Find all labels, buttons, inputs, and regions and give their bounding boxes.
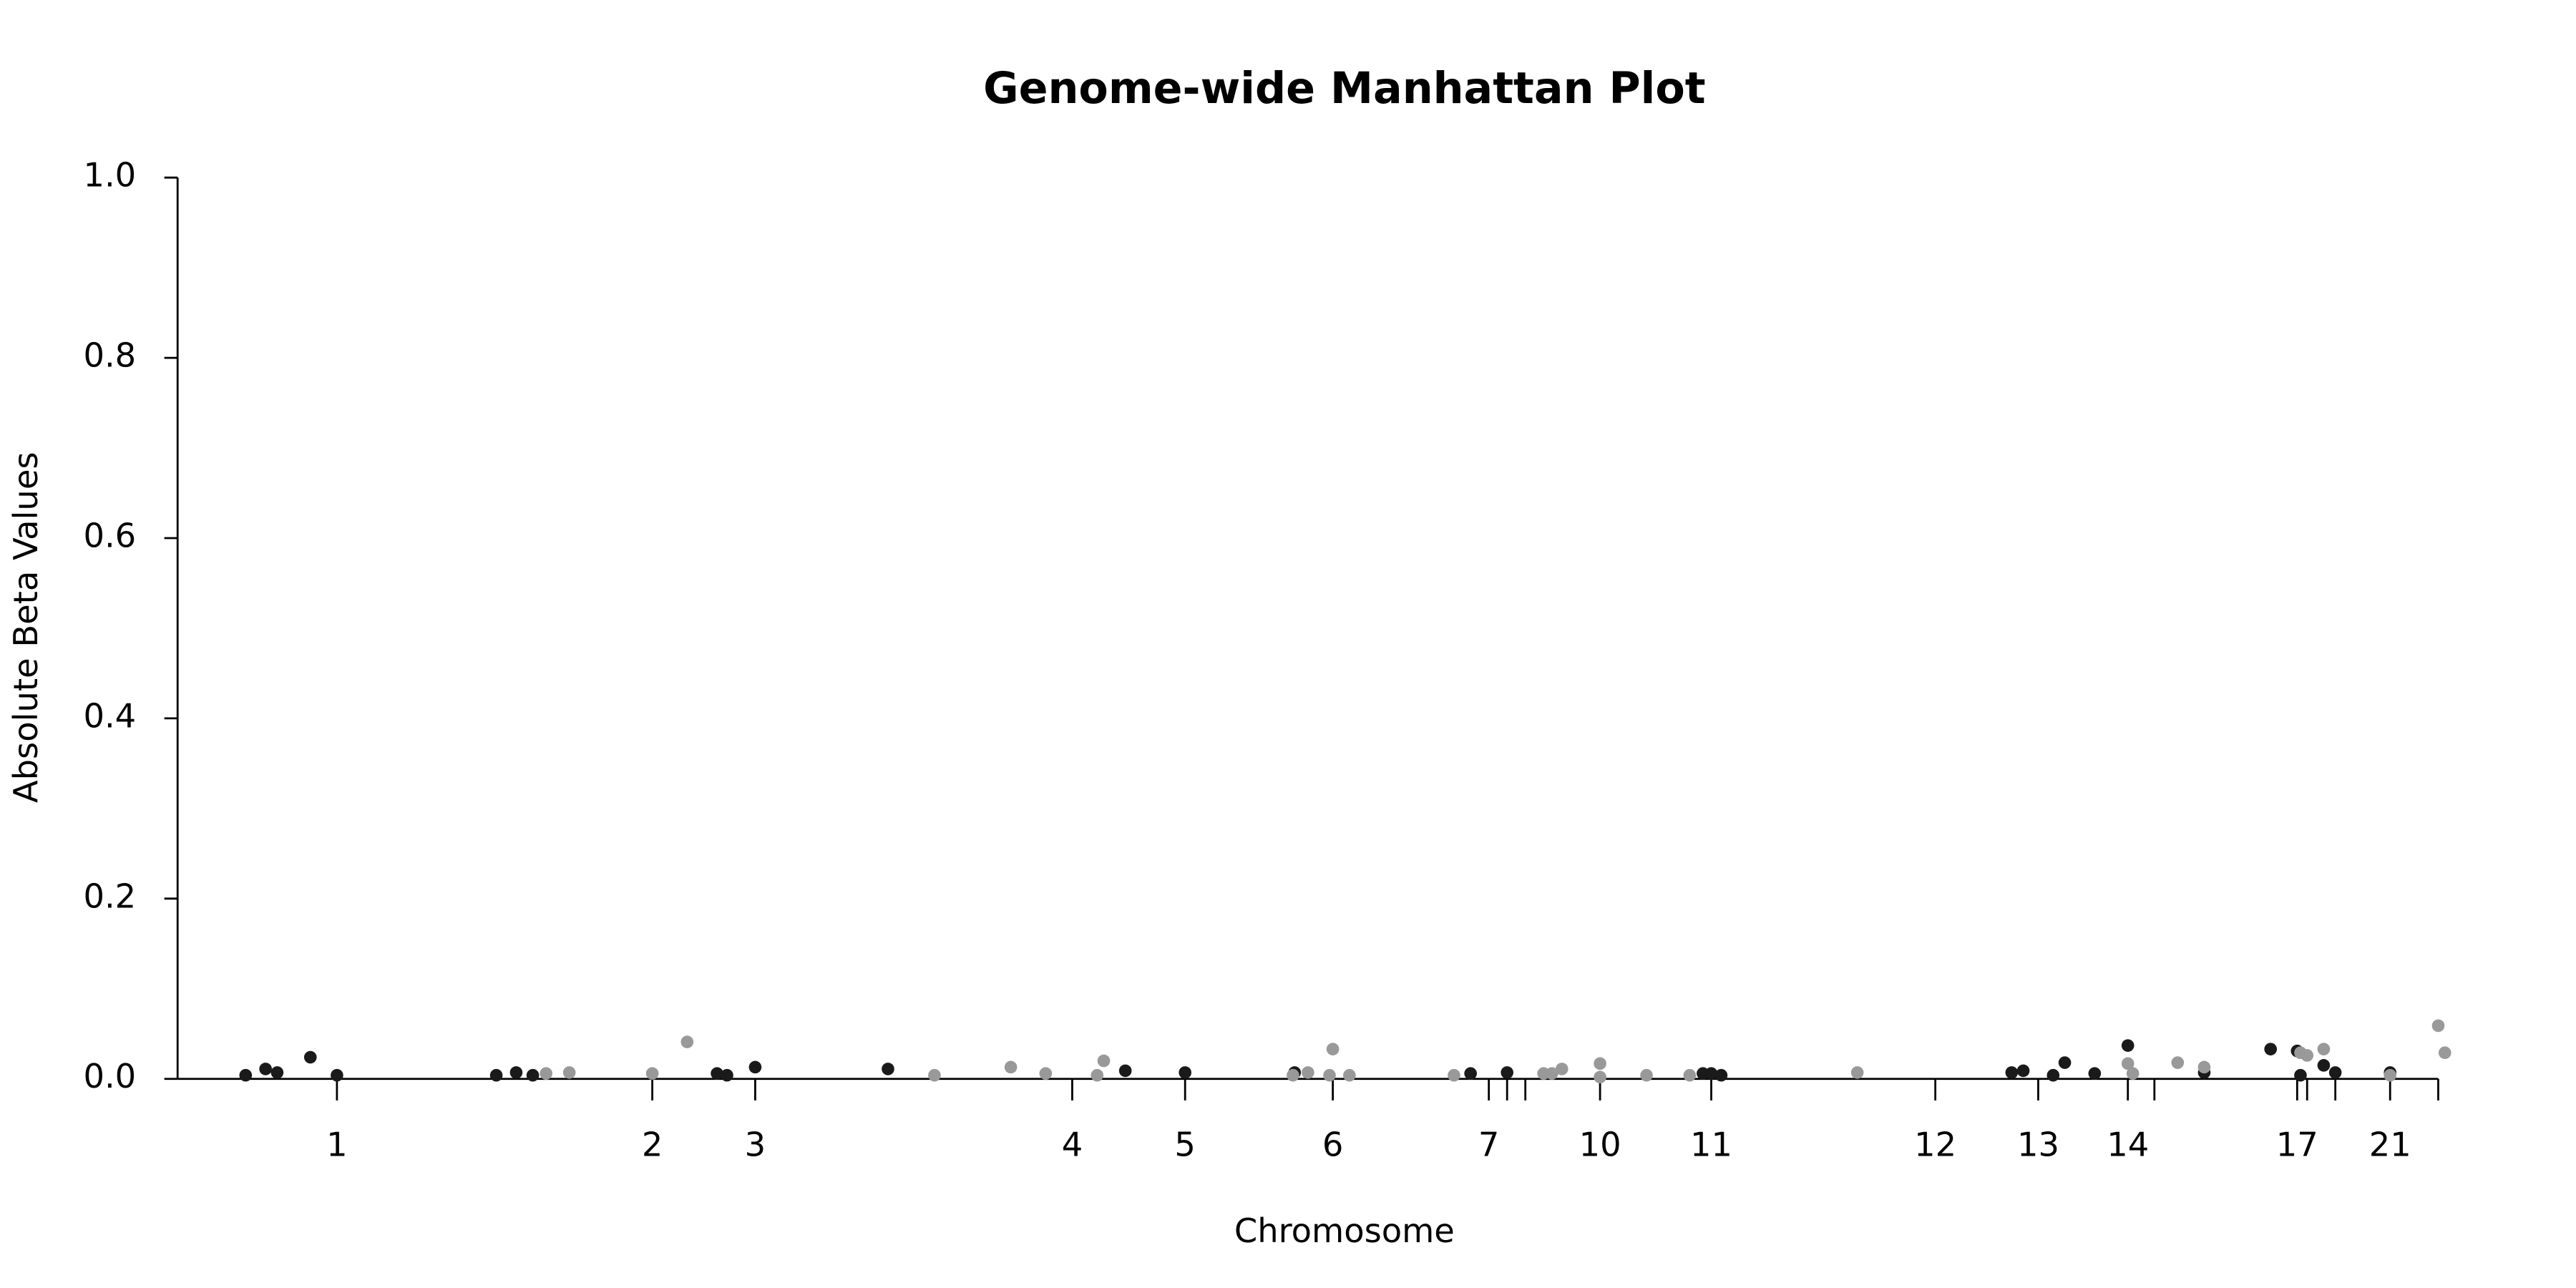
point: [1287, 1068, 1299, 1082]
point: [2264, 1043, 2278, 1055]
point: [2317, 1043, 2331, 1055]
point: [1118, 1064, 1132, 1078]
x-tick-label: 3: [745, 1125, 766, 1163]
point: [1326, 1043, 1340, 1055]
x-tick-label: 13: [2017, 1125, 2059, 1163]
point: [331, 1068, 343, 1082]
point: [1594, 1070, 1606, 1084]
x-tick-label: 4: [1062, 1125, 1083, 1163]
x-tick-label: 5: [1174, 1125, 1196, 1163]
y-tick-label: 0.4: [83, 696, 136, 735]
point: [1850, 1066, 1864, 1079]
x-tick-label: 17: [2276, 1125, 2318, 1163]
point: [2431, 1019, 2445, 1033]
x-axis-label: Chromosome: [1234, 1211, 1455, 1250]
point: [1323, 1068, 1336, 1082]
x-tick-label: 7: [1478, 1125, 1500, 1163]
point: [2121, 1039, 2135, 1052]
point: [1501, 1066, 1513, 1079]
y-tick-label: 0.8: [83, 336, 136, 375]
point: [2197, 1060, 2211, 1074]
point: [1179, 1066, 1191, 1079]
point: [1302, 1066, 1314, 1079]
x-tick-label: 2: [642, 1125, 663, 1163]
x-tick-label: 21: [2369, 1125, 2411, 1163]
point: [1704, 1067, 1718, 1080]
point: [1464, 1067, 1477, 1080]
point: [489, 1068, 503, 1082]
point: [303, 1050, 317, 1064]
point: [2058, 1056, 2072, 1069]
point: [2121, 1057, 2135, 1070]
y-tick-label: 1.0: [83, 156, 136, 195]
x-tick-label: 11: [1690, 1125, 1732, 1163]
point: [2384, 1068, 2397, 1082]
point: [2301, 1049, 2314, 1062]
y-axis-label: Absolute Beta Values: [6, 452, 45, 803]
point: [1097, 1054, 1111, 1068]
x-tick-label: 12: [1914, 1125, 1956, 1163]
point: [2171, 1056, 2185, 1069]
point: [2294, 1068, 2307, 1082]
point: [2088, 1067, 2102, 1080]
point: [2328, 1066, 2342, 1079]
point: [882, 1063, 894, 1075]
point: [748, 1060, 762, 1074]
x-tick-label: 10: [1579, 1125, 1621, 1163]
point: [1555, 1063, 1568, 1075]
point: [680, 1035, 694, 1048]
point: [2046, 1068, 2060, 1082]
y-tick-label: 0.2: [83, 877, 136, 915]
point: [509, 1066, 523, 1079]
point: [721, 1068, 733, 1082]
x-tick-label: 1: [326, 1125, 348, 1163]
point: [1546, 1067, 1558, 1080]
point: [259, 1063, 272, 1075]
point: [2126, 1067, 2140, 1080]
point: [1343, 1068, 1356, 1082]
point: [239, 1068, 253, 1082]
point: [928, 1068, 941, 1082]
point: [540, 1067, 552, 1080]
y-tick-label: 0.0: [83, 1057, 136, 1096]
point: [645, 1067, 659, 1080]
point: [2317, 1059, 2331, 1072]
y-tick-label: 0.6: [83, 517, 136, 555]
chart-title: Genome-wide Manhattan Plot: [983, 64, 1706, 114]
point: [711, 1067, 723, 1080]
point: [1683, 1068, 1697, 1082]
point: [562, 1066, 576, 1079]
point: [2438, 1046, 2451, 1060]
point: [1091, 1068, 1104, 1082]
point: [1594, 1057, 1606, 1070]
point: [1039, 1067, 1053, 1080]
x-tick-label: 14: [2107, 1125, 2149, 1163]
point: [1714, 1068, 1728, 1082]
point: [526, 1068, 540, 1082]
point: [1448, 1068, 1460, 1082]
point: [1004, 1060, 1018, 1074]
point: [2005, 1066, 2019, 1079]
point: [2016, 1064, 2030, 1078]
point: [270, 1066, 284, 1079]
x-tick-label: 6: [1322, 1125, 1344, 1163]
point: [1640, 1068, 1653, 1082]
